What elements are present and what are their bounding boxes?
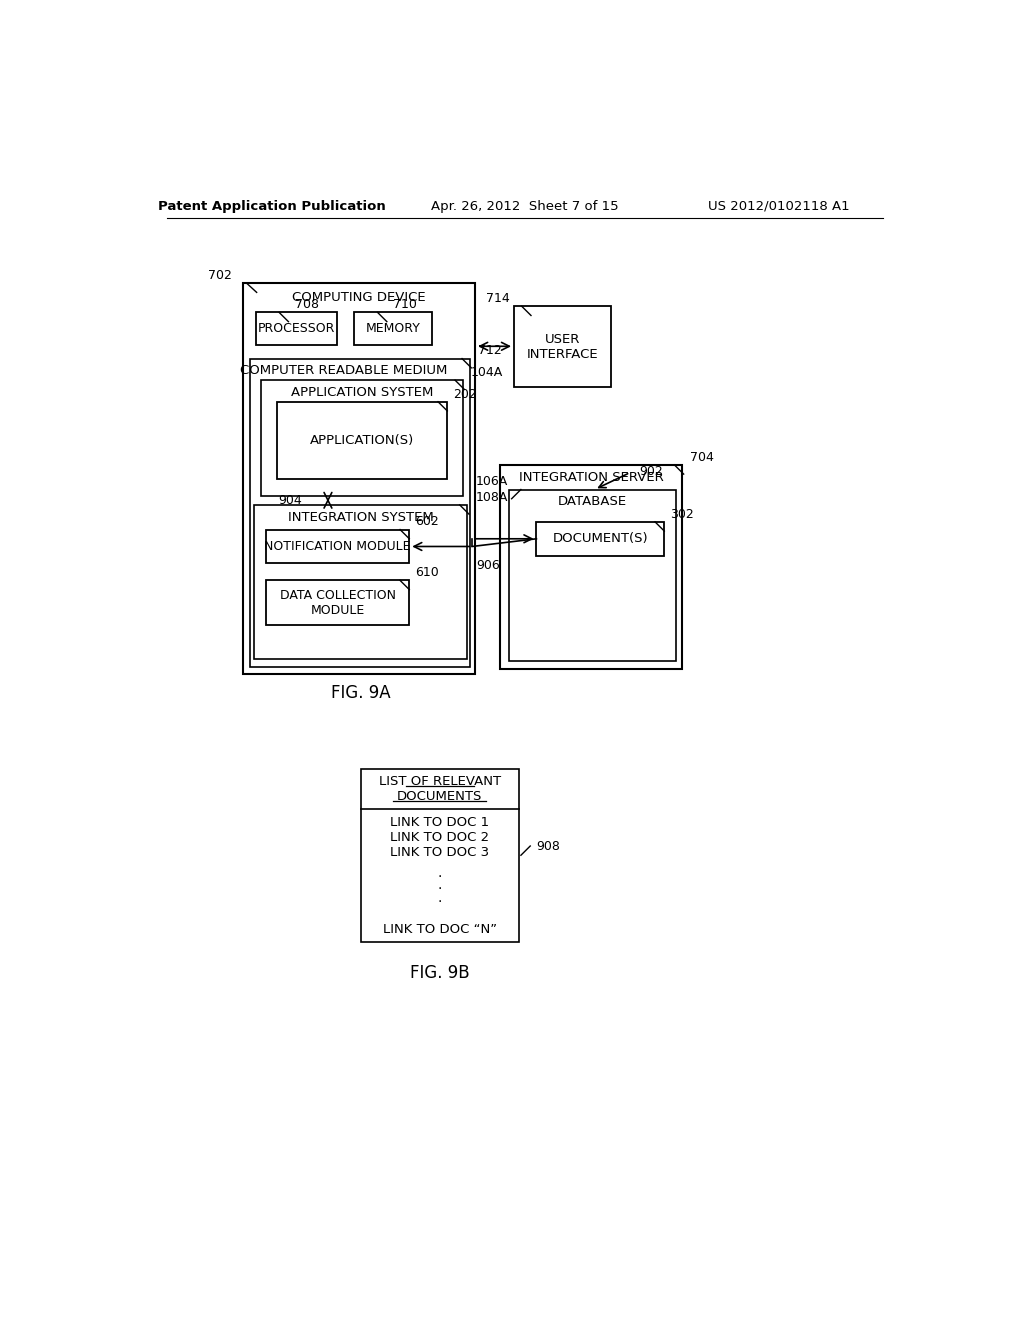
Text: USER
INTERFACE: USER INTERFACE — [526, 333, 598, 360]
Text: DATA COLLECTION
MODULE: DATA COLLECTION MODULE — [280, 589, 395, 616]
Text: DOCUMENTS: DOCUMENTS — [397, 791, 482, 804]
Text: .: . — [437, 866, 442, 880]
Text: 704: 704 — [690, 450, 714, 463]
Text: 106A: 106A — [475, 475, 508, 488]
Text: 908: 908 — [537, 840, 560, 853]
Bar — [354, 313, 432, 345]
Text: LINK TO DOC “N”: LINK TO DOC “N” — [383, 924, 497, 936]
Bar — [266, 529, 410, 564]
Bar — [261, 380, 463, 496]
Text: 108A: 108A — [475, 491, 508, 504]
Bar — [256, 313, 337, 345]
Text: 906: 906 — [476, 560, 500, 573]
Bar — [509, 490, 676, 661]
Text: 710: 710 — [393, 298, 417, 312]
Text: DOCUMENT(S): DOCUMENT(S) — [553, 532, 648, 545]
Text: LINK TO DOC 3: LINK TO DOC 3 — [390, 846, 489, 859]
Text: 610: 610 — [416, 566, 439, 579]
Text: 602: 602 — [416, 515, 439, 528]
Text: 714: 714 — [486, 292, 510, 305]
Text: APPLICATION SYSTEM: APPLICATION SYSTEM — [291, 385, 433, 399]
Text: LINK TO DOC 1: LINK TO DOC 1 — [390, 816, 489, 829]
Text: MEMORY: MEMORY — [366, 322, 421, 335]
Text: 302: 302 — [671, 508, 694, 520]
Text: INTEGRATION SERVER: INTEGRATION SERVER — [519, 471, 664, 483]
Text: 702: 702 — [208, 269, 231, 282]
Bar — [514, 306, 611, 387]
Text: COMPUTER READABLE MEDIUM: COMPUTER READABLE MEDIUM — [240, 364, 447, 378]
Text: 708: 708 — [295, 298, 318, 312]
Text: Apr. 26, 2012  Sheet 7 of 15: Apr. 26, 2012 Sheet 7 of 15 — [431, 199, 618, 213]
Text: INTEGRATION SYSTEM: INTEGRATION SYSTEM — [288, 511, 433, 524]
Bar — [243, 284, 475, 675]
Bar — [254, 506, 467, 659]
Text: LINK TO DOC 2: LINK TO DOC 2 — [390, 832, 489, 843]
Text: 712: 712 — [477, 345, 502, 358]
Text: .: . — [437, 878, 442, 892]
Text: 202: 202 — [454, 388, 477, 400]
Text: APPLICATION(S): APPLICATION(S) — [310, 434, 414, 446]
Text: FIG. 9A: FIG. 9A — [331, 684, 390, 702]
Text: US 2012/0102118 A1: US 2012/0102118 A1 — [709, 199, 850, 213]
Text: FIG. 9B: FIG. 9B — [411, 964, 470, 982]
Text: NOTIFICATION MODULE: NOTIFICATION MODULE — [264, 540, 411, 553]
Text: 902: 902 — [640, 465, 664, 478]
Text: .: . — [437, 891, 442, 904]
Bar — [276, 401, 447, 479]
Bar — [537, 521, 665, 556]
Text: Patent Application Publication: Patent Application Publication — [158, 199, 385, 213]
Text: COMPUTING DEVICE: COMPUTING DEVICE — [292, 290, 426, 304]
Text: 104A: 104A — [471, 366, 503, 379]
Text: LIST OF RELEVANT: LIST OF RELEVANT — [379, 775, 501, 788]
Text: 904: 904 — [279, 494, 302, 507]
Bar — [360, 770, 519, 942]
Bar — [500, 465, 682, 669]
Text: DATABASE: DATABASE — [558, 495, 627, 508]
Bar — [266, 581, 410, 626]
Text: PROCESSOR: PROCESSOR — [258, 322, 335, 335]
Bar — [251, 359, 470, 667]
